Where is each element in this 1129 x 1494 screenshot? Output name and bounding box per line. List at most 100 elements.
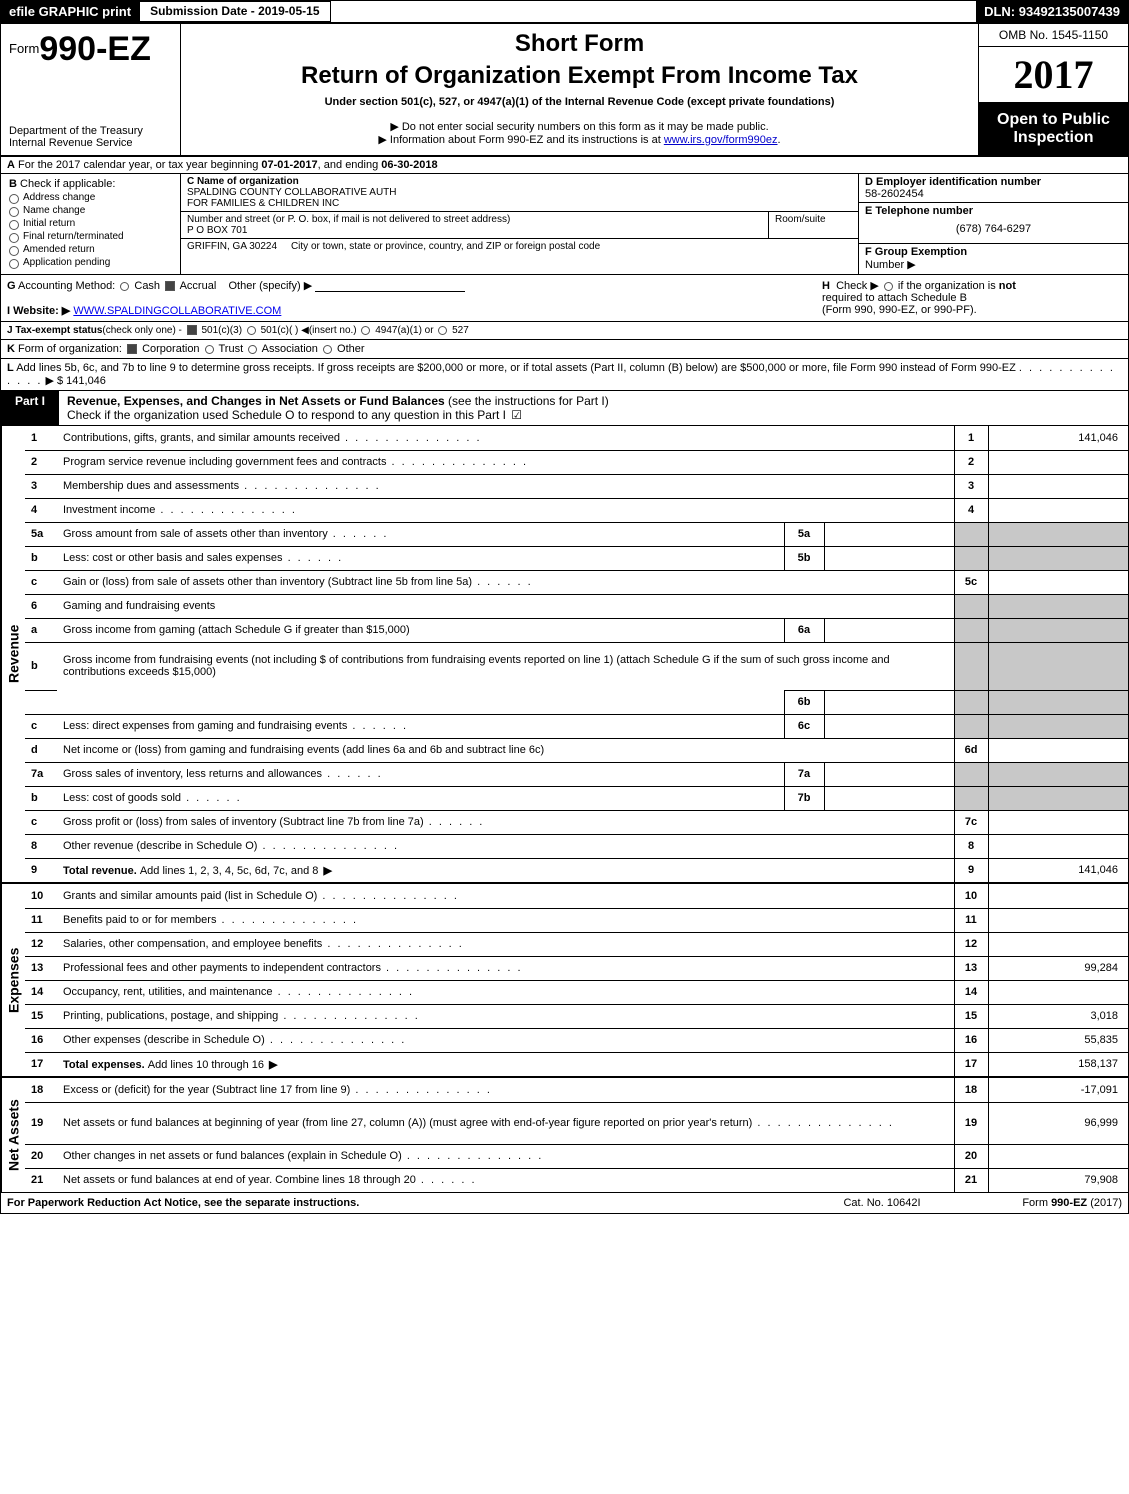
part-i-tab: Part I: [1, 391, 59, 425]
omb-number: OMB No. 1545-1150: [979, 24, 1128, 47]
line-7a-inbox-v: [824, 762, 954, 786]
line-20: 20 Other changes in net assets or fund b…: [25, 1144, 1128, 1168]
room-suite: Room/suite: [768, 212, 858, 238]
line-9-desc2: Add lines 1, 2, 3, 4, 5c, 6d, 7c, and 8: [140, 865, 319, 877]
checkbox-initial-return[interactable]: Initial return: [9, 218, 172, 229]
line-3: 3 Membership dues and assessments 3: [25, 474, 1128, 498]
footer: For Paperwork Reduction Act Notice, see …: [1, 1192, 1128, 1213]
checkbox-4947[interactable]: [361, 326, 370, 335]
line-7b-num: b: [25, 786, 57, 810]
line-16-num: 16: [25, 1028, 57, 1052]
line-2-ln: 2: [954, 450, 988, 474]
row-h-text3: required to attach Schedule B: [822, 292, 967, 304]
line-5c-ln: 5c: [954, 570, 988, 594]
checkbox-corporation[interactable]: [127, 344, 137, 354]
line-14-ln: 14: [954, 980, 988, 1004]
other-specify-line[interactable]: [315, 280, 465, 292]
line-6d: d Net income or (loss) from gaming and f…: [25, 738, 1128, 762]
address-box: Number and street (or P. O. box, if mail…: [181, 212, 858, 239]
line-18: 18 Excess or (deficit) for the year (Sub…: [25, 1078, 1128, 1102]
line-3-num: 3: [25, 474, 57, 498]
line-14-desc: Occupancy, rent, utilities, and maintena…: [63, 986, 273, 998]
line-21-val: 79,908: [988, 1168, 1128, 1192]
line-6c-val-grey: [988, 714, 1128, 738]
line-6d-desc: Net income or (loss) from gaming and fun…: [63, 744, 544, 756]
checkbox-association[interactable]: [248, 345, 257, 354]
line-11-num: 11: [25, 908, 57, 932]
note2-post: .: [778, 134, 781, 146]
footer-right-form: 990-EZ: [1051, 1197, 1087, 1209]
footer-right-pre: Form: [1022, 1197, 1051, 1209]
line-11: 11 Benefits paid to or for members 11: [25, 908, 1128, 932]
line-5b-desc: Less: cost or other basis and sales expe…: [63, 552, 283, 564]
checkbox-final-return[interactable]: Final return/terminated: [9, 231, 172, 242]
checkbox-name-change[interactable]: Name change: [9, 205, 172, 216]
line-6b-inbox-n: 6b: [784, 690, 824, 714]
line-1-val: 141,046: [988, 426, 1128, 450]
line-6d-val: [988, 738, 1128, 762]
line-5a-inbox-n: 5a: [784, 522, 824, 546]
dept-line-2: Internal Revenue Service: [9, 137, 172, 149]
instructions-link[interactable]: www.irs.gov/form990ez: [664, 134, 778, 146]
line-2-val: [988, 450, 1128, 474]
line-2: 2 Program service revenue including gove…: [25, 450, 1128, 474]
line-8-ln: 8: [954, 834, 988, 858]
line-8-num: 8: [25, 834, 57, 858]
line-11-ln: 11: [954, 908, 988, 932]
radio-cash[interactable]: [120, 282, 129, 291]
line-6c-desc: Less: direct expenses from gaming and fu…: [63, 720, 347, 732]
line-17-desc-bold: Total expenses.: [63, 1059, 148, 1071]
line-6-val-grey: [988, 594, 1128, 618]
row-k-text: Form of organization:: [18, 343, 122, 355]
line-20-val: [988, 1144, 1128, 1168]
line-21-ln: 21: [954, 1168, 988, 1192]
line-6-desc: Gaming and fundraising events: [63, 600, 215, 612]
line-6a-val-grey: [988, 618, 1128, 642]
line-21-desc: Net assets or fund balances at end of ye…: [63, 1174, 416, 1186]
header-right: OMB No. 1545-1150 2017 Open to Public In…: [978, 24, 1128, 155]
line-18-desc: Excess or (deficit) for the year (Subtra…: [63, 1084, 350, 1096]
checkbox-501c[interactable]: [247, 326, 256, 335]
checkbox-501c3[interactable]: [187, 325, 197, 335]
line-6b-desc1: Gross income from fundraising events (no…: [63, 654, 329, 666]
website-link[interactable]: WWW.SPALDINGCOLLABORATIVE.COM: [73, 305, 281, 317]
col-b-label: B: [9, 178, 17, 190]
expenses-section: Expenses 10 Grants and similar amounts p…: [1, 882, 1128, 1076]
dln: DLN: 93492135007439: [976, 1, 1128, 22]
opt-assoc: Association: [262, 343, 318, 355]
row-h-text4: (Form 990, 990-EZ, or 990-PF).: [822, 304, 977, 316]
row-h: H Check ▶ if the organization is not req…: [822, 279, 1122, 317]
checkbox-schedule-b[interactable]: [884, 282, 893, 291]
opt-4947: 4947(a)(1) or: [375, 325, 433, 336]
line-14-val: [988, 980, 1128, 1004]
efile-print-button[interactable]: efile GRAPHIC print: [1, 1, 139, 22]
line-8-desc: Other revenue (describe in Schedule O): [63, 840, 257, 852]
checkbox-address-change[interactable]: Address change: [9, 192, 172, 203]
box-e-phone: E Telephone number (678) 764-6297: [858, 203, 1128, 244]
form-number-big: 990-EZ: [39, 30, 151, 68]
checkbox-amended-return[interactable]: Amended return: [9, 244, 172, 255]
line-12-ln: 12: [954, 932, 988, 956]
line-6c-inbox-v: [824, 714, 954, 738]
checkbox-trust[interactable]: [205, 345, 214, 354]
part-i-check-line: Check if the organization used Schedule …: [67, 408, 506, 422]
radio-accrual[interactable]: [165, 281, 175, 291]
row-a-begin: 07-01-2017: [261, 159, 317, 171]
line-5c: c Gain or (loss) from sale of assets oth…: [25, 570, 1128, 594]
part-i-checkbox[interactable]: [506, 408, 524, 422]
line-19-val: 96,999: [988, 1102, 1128, 1144]
line-16-val: 55,835: [988, 1028, 1128, 1052]
line-5c-num: c: [25, 570, 57, 594]
department: Department of the Treasury Internal Reve…: [9, 125, 172, 149]
line-6b-inbox-v: [824, 690, 954, 714]
line-10-num: 10: [25, 884, 57, 908]
line-6a-desc: Gross income from gaming (attach Schedul…: [63, 624, 410, 636]
opt-cash: Cash: [134, 280, 160, 292]
line-7a: 7a Gross sales of inventory, less return…: [25, 762, 1128, 786]
checkbox-application-pending[interactable]: Application pending: [9, 257, 172, 268]
line-21-num: 21: [25, 1168, 57, 1192]
footer-right: Form 990-EZ (2017): [962, 1197, 1122, 1209]
row-h-not: not: [999, 280, 1016, 292]
checkbox-other-org[interactable]: [323, 345, 332, 354]
checkbox-527[interactable]: [438, 326, 447, 335]
